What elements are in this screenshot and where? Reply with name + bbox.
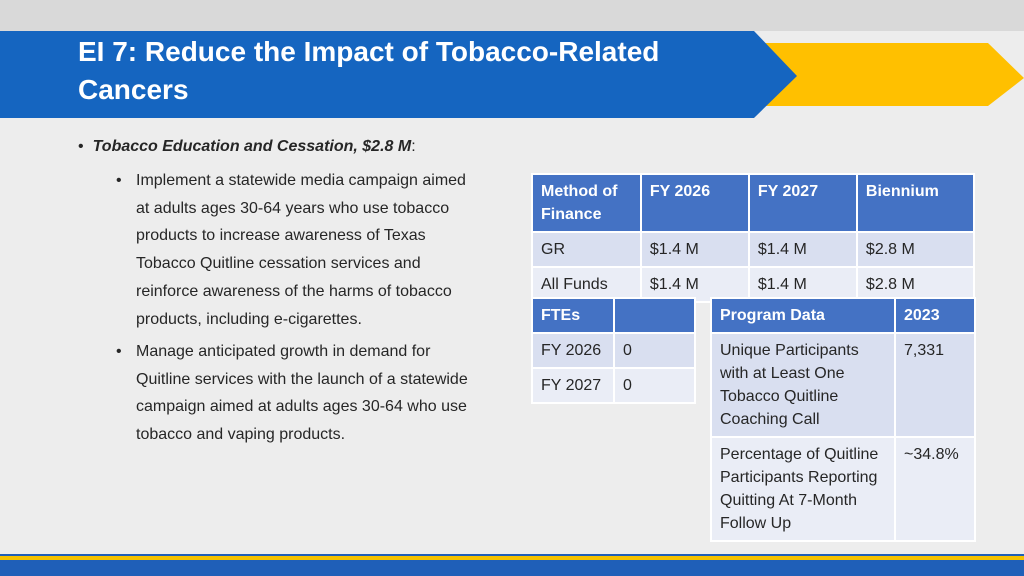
sub-bullet-text: Implement a statewide media campaign aim… [136, 172, 466, 328]
ftes-row: FY 2026 0 [531, 332, 696, 369]
finance-cell: $2.8 M [855, 231, 976, 268]
ftes-table: FTEs FY 2026 0 FY 2027 0 [531, 297, 696, 404]
program-cell: Percentage of Quitline Participants Repo… [710, 436, 896, 542]
finance-table: Method of Finance FY 2026 FY 2027 Bienni… [531, 173, 976, 303]
sub-bullet-2: • Manage anticipated growth in demand fo… [116, 338, 476, 449]
bullet-marker: • [116, 343, 122, 360]
footer-accent-line [0, 556, 1024, 560]
sub-bullet-text: Manage anticipated growth in demand for … [136, 343, 468, 444]
finance-row: GR $1.4 M $1.4 M $2.8 M [531, 231, 976, 268]
finance-header-cell: Biennium [855, 173, 976, 233]
ftes-cell: FY 2027 [531, 367, 615, 404]
program-cell: 7,331 [894, 332, 976, 438]
ftes-header-row: FTEs [531, 297, 696, 334]
ftes-header-cell: FTEs [531, 297, 615, 334]
program-row: Percentage of Quitline Participants Repo… [710, 436, 976, 542]
finance-header-cell: FY 2027 [747, 173, 858, 233]
banner-blue-arrow [0, 31, 797, 118]
program-header-cell: Program Data [710, 297, 896, 334]
finance-row: All Funds $1.4 M $1.4 M $2.8 M [531, 266, 976, 303]
banner-arrows [0, 31, 1024, 118]
finance-header-cell: Method of Finance [531, 173, 642, 233]
title-banner [0, 31, 1024, 121]
ftes-cell: 0 [613, 367, 696, 404]
program-data-table: Program Data 2023 Unique Participants wi… [710, 297, 976, 542]
finance-header-cell: FY 2026 [639, 173, 750, 233]
finance-cell: $1.4 M [639, 231, 750, 268]
finance-header-row: Method of Finance FY 2026 FY 2027 Bienni… [531, 173, 976, 233]
program-row: Unique Participants with at Least One To… [710, 332, 976, 438]
program-cell: ~34.8% [894, 436, 976, 542]
ftes-row: FY 2027 0 [531, 367, 696, 404]
finance-cell: $1.4 M [747, 231, 858, 268]
top-strip [0, 0, 1024, 31]
finance-cell: $1.4 M [747, 266, 858, 303]
program-cell: Unique Participants with at Least One To… [710, 332, 896, 438]
ftes-header-cell [613, 297, 696, 334]
main-bullet: • Tobacco Education and Cessation, $2.8 M… [78, 136, 416, 158]
main-bullet-suffix: : [411, 138, 416, 155]
ftes-cell: FY 2026 [531, 332, 615, 369]
program-header-row: Program Data 2023 [710, 297, 976, 334]
program-header-cell: 2023 [894, 297, 976, 334]
finance-cell: All Funds [531, 266, 642, 303]
ftes-cell: 0 [613, 332, 696, 369]
finance-cell: $2.8 M [855, 266, 976, 303]
finance-cell: $1.4 M [639, 266, 750, 303]
bullet-marker: • [116, 172, 122, 189]
sub-bullet-1: • Implement a statewide media campaign a… [116, 167, 476, 333]
main-bullet-label: Tobacco Education and Cessation, $2.8 M [92, 138, 412, 155]
page-title: EI 7: Reduce the Impact of Tobacco-Relat… [78, 36, 660, 105]
bullet-marker: • [78, 138, 84, 155]
finance-cell: GR [531, 231, 642, 268]
